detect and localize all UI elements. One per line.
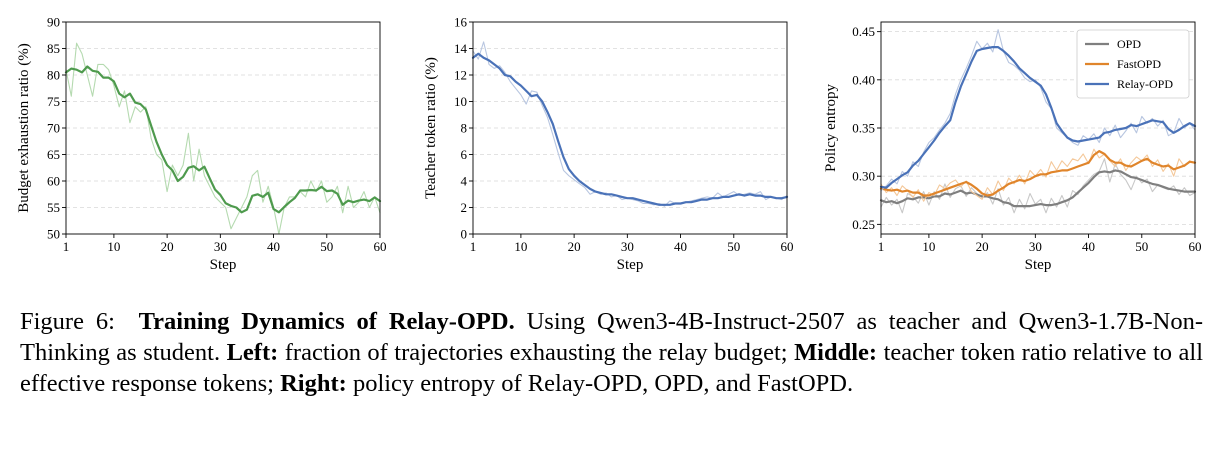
x-tick-label: 30 (621, 239, 634, 254)
x-tick-label: 10 (107, 239, 120, 254)
x-tick-label: 60 (1189, 239, 1202, 254)
legend-entry-relay-opd: Relay-OPD (1117, 77, 1173, 91)
x-tick-label: 1 (470, 239, 477, 254)
series-line-fastopd-smoothed (879, 150, 1197, 197)
y-tick-label: 85 (47, 41, 60, 56)
y-tick-label: 65 (47, 147, 60, 162)
x-tick-label: 50 (1135, 239, 1148, 254)
y-axis-label: Teacher token ratio (%) (423, 57, 439, 199)
x-tick-label: 50 (727, 239, 740, 254)
y-tick-label: 55 (47, 200, 60, 215)
caption-middle-text: teacher token ratio relative to all effe… (20, 339, 1204, 397)
x-tick-label: 20 (568, 239, 581, 254)
legend-box (1076, 29, 1190, 99)
y-tick-label: 50 (47, 227, 60, 242)
chart-panel-3: 1 10 20 30 40 50 60 0.25 0.30 0.35 0.40 0.45 Step Pol… (823, 21, 1202, 273)
y-tick-label: 60 (47, 174, 60, 189)
series-line-relay-opd-smoothed (879, 45, 1197, 189)
x-tick-label: 40 (1082, 239, 1095, 254)
caption-intro: Using Qwen3-4B-Instruct-2507 as teacher … (20, 308, 1204, 366)
caption-right-label: Right: (280, 370, 347, 397)
caption-right-text: policy entropy of Relay-OPD, OPD, and Fa… (352, 370, 854, 397)
chart-panel-1: 1 10 20 30 40 50 60 50 55 60 65 70 75 80 85 90 Step Budge… (16, 15, 387, 274)
chart-panel-2: 1 10 20 30 40 50 60 0 2 4 6 8 10 12 14 16 Step Teacher to… (423, 15, 794, 274)
x-tick-label: 1 (63, 239, 70, 254)
x-tick-label: 40 (267, 239, 280, 254)
figure-panels: 1 10 20 30 40 50 60505560657075808590StepBudge… (16, 15, 1202, 274)
x-tick-label: 50 (320, 239, 333, 254)
y-axis-label: Budget exhaustion ratio (%) (16, 43, 32, 213)
caption-title: Training Dynamics of Relay-OPD. (138, 308, 515, 335)
x-tick-label: 60 (781, 239, 794, 254)
x-axis-label: Step (210, 257, 237, 273)
y-tick-label: 0.40 (852, 72, 875, 87)
y-tick-label: 14 (454, 41, 468, 56)
y-tick-label: 0.45 (852, 24, 875, 39)
x-axis-label: Step (617, 257, 644, 273)
series-line-opd-smoothed (879, 169, 1197, 208)
y-tick-label: 4 (461, 174, 468, 189)
x-tick-label: 30 (1029, 239, 1042, 254)
y-tick-label: 16 (454, 15, 468, 30)
y-tick-label: 90 (47, 15, 60, 30)
series-line-panel2-smoothed (471, 52, 789, 206)
y-tick-label: 80 (47, 68, 60, 83)
y-tick-label: 0.25 (852, 217, 875, 232)
caption-middle-label: Middle: (794, 339, 878, 366)
x-tick-label: 40 (674, 239, 687, 254)
x-tick-label: 20 (161, 239, 174, 254)
y-tick-label: 2 (461, 200, 468, 215)
caption-left-text: fraction of trajectories exhausting the … (284, 339, 788, 366)
x-tick-label: 10 (514, 239, 527, 254)
x-tick-label: 1 (878, 239, 885, 254)
y-axis-label: Policy entropy (823, 84, 839, 172)
y-tick-label: 70 (47, 121, 60, 136)
y-tick-label: 75 (47, 94, 60, 109)
y-tick-label: 10 (454, 94, 467, 109)
legend-entry-fastopd: FastOPD (1117, 57, 1161, 71)
y-tick-label: 6 (461, 147, 468, 162)
y-tick-label: 8 (461, 121, 468, 136)
x-axis-label: Step (1025, 257, 1052, 273)
series-line-panel1-smoothed (64, 65, 382, 214)
y-tick-label: 0.30 (852, 169, 875, 184)
series-line-panel1-raw (65, 42, 381, 235)
legend: OPD FastOPD Relay-OPD (1076, 29, 1190, 99)
y-tick-label: 0.35 (852, 121, 875, 136)
y-tick-label: 0 (461, 227, 468, 242)
caption-left-label: Left: (226, 339, 279, 366)
x-tick-label: 20 (976, 239, 989, 254)
y-tick-label: 12 (454, 68, 467, 83)
series-line-panel2-raw (472, 41, 788, 207)
x-tick-label: 10 (922, 239, 935, 254)
caption-label: Figure 6: (20, 308, 115, 335)
legend-entry-opd: OPD (1117, 37, 1141, 51)
x-tick-label: 30 (214, 239, 227, 254)
figure-caption: Figure 6: Training Dynamics of Relay-OPD… (20, 306, 1203, 399)
x-tick-label: 60 (374, 239, 387, 254)
